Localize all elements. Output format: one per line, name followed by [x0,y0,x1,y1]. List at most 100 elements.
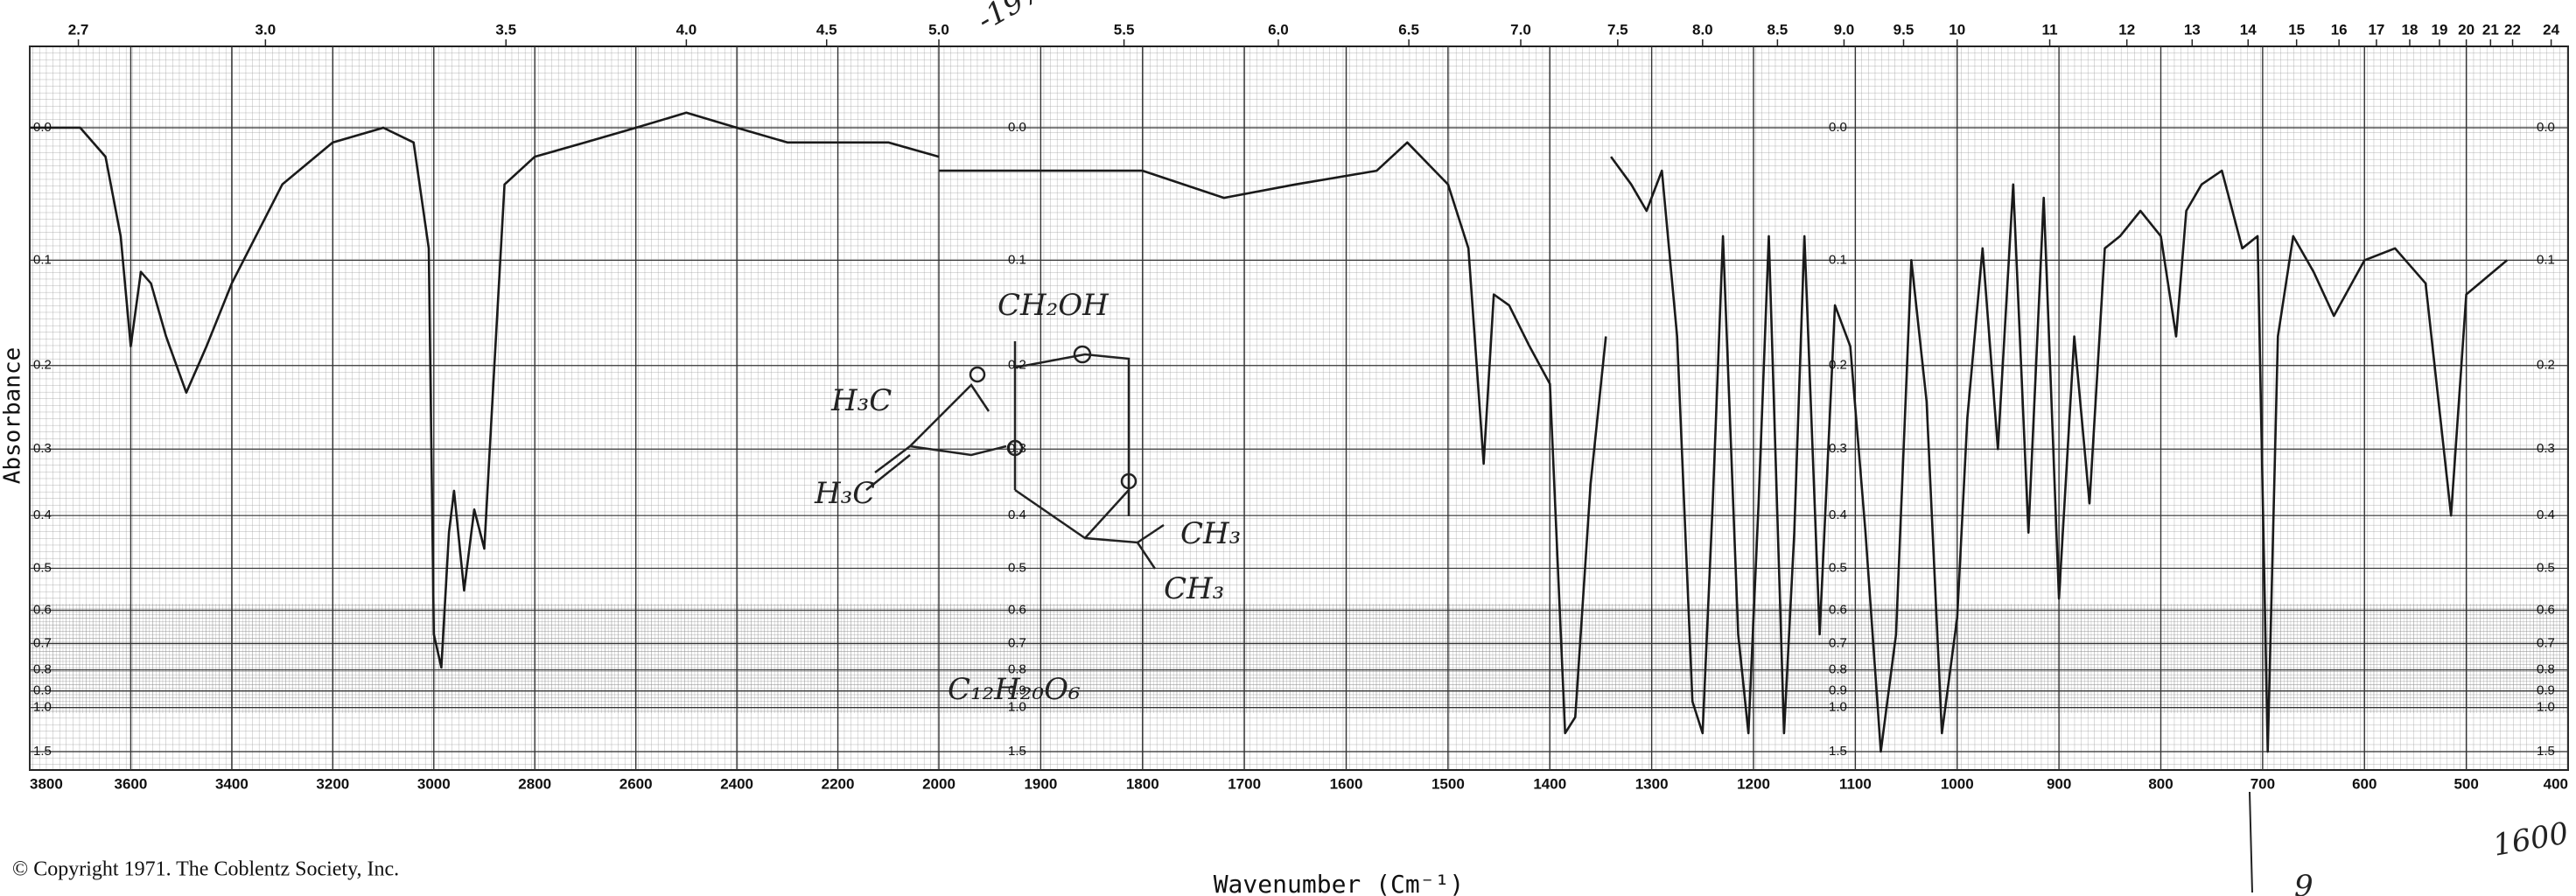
x2-tick-label: 4.5 [816,21,837,38]
x2-tick-label: 24 [2543,21,2559,38]
x-tick-label: 2400 [720,775,753,792]
copyright: © Copyright 1971. The Coblentz Society, … [12,858,399,881]
y-tick-label: 0.0 [2537,120,2555,135]
y-tick-label: 0.1 [2537,252,2555,267]
y-tick-label: 0.0 [1829,120,1847,135]
x-tick-label: 500 [2454,775,2478,792]
x2-tick-label: 8.0 [1692,21,1713,38]
handwritten-note: CH₂OH [998,288,1110,323]
x2-tick-label: 16 [2331,21,2348,38]
marks [30,111,2509,753]
x-tick-label: 2000 [922,775,956,792]
y-tick-label: 0.7 [1008,635,1026,650]
x-tick-label: 3600 [115,775,148,792]
x-tick-label: 900 [2047,775,2071,792]
x-tick-label: 2800 [518,775,551,792]
handwritten-note: 1600 [2490,816,2571,863]
y-tick-label: 0.6 [1829,602,1847,617]
x2-tick-label: 18 [2402,21,2418,38]
y-tick-label: 0.4 [1008,508,1026,522]
x-tick-label: 2600 [620,775,653,792]
x2-tick-label: 6.5 [1398,21,1419,38]
handwritten-note: CH₃ [1180,516,1241,551]
y-tick-label: 0.8 [1008,662,1026,677]
x-tick-label: 1100 [1839,775,1872,792]
x-tick-label: 1800 [1126,775,1159,792]
y-tick-label: 0.4 [1829,508,1847,522]
handwritten-note: CH₃ [1164,571,1224,606]
x2-tick-label: 17 [2368,21,2384,38]
x-tick-label: 1700 [1228,775,1261,792]
x2-tick-label: 19 [2432,21,2448,38]
x-tick-label: 1600 [1330,775,1363,792]
y-tick-label: 1.0 [33,700,52,715]
x-tick-label: 600 [2352,775,2376,792]
y-tick-label: 0.6 [2537,602,2555,617]
x2-tick-label: 13 [2184,21,2201,38]
x-axis-title: Wavenumber (Cm⁻¹) [1214,870,1465,896]
handwritten-note: H₃C [830,383,892,418]
y-tick-label: 0.2 [2537,358,2555,373]
x2-tick-label: 12 [2118,21,2135,38]
x2-tick-label: 5.0 [928,21,949,38]
y-tick-label: 0.2 [33,358,52,373]
x-tick-label: 3800 [30,775,63,792]
y-axis-title: Absorbance [0,347,26,485]
x-tick-label: 700 [2250,775,2275,792]
y-tick-label: 0.8 [1829,662,1847,677]
y-tick-label: 0.7 [33,635,52,650]
handwritten-note: H₃C [814,476,875,511]
y-tick-label: 0.4 [2537,508,2555,522]
y-tick-label: 0.5 [1829,560,1847,575]
y-tick-label: 1.5 [33,744,52,759]
x2-tick-label: 5.5 [1114,21,1135,38]
x2-tick-label: 20 [2458,21,2474,38]
structure-sketch [865,341,2253,893]
y-tick-label: 0.6 [1008,602,1026,617]
x2-tick-label: 9.0 [1834,21,1855,38]
y-tick-label: 0.9 [33,683,52,698]
x-tick-label: 3400 [215,775,248,792]
x2-tick-label: 3.0 [256,21,276,38]
x2-tick-label: 7.0 [1510,21,1531,38]
x-tick-label: 1300 [1635,775,1669,792]
x2-tick-label: 2.7 [68,21,89,38]
y-tick-label: 1.5 [1829,744,1847,759]
x-tick-label: 400 [2544,775,2568,792]
y-tick-label: 0.9 [2537,683,2555,698]
x2-tick-label: 6.0 [1268,21,1289,38]
y-tick-label: 0.1 [1829,252,1847,267]
x-tick-label: 2200 [822,775,855,792]
y-tick-label: 0.5 [2537,560,2555,575]
x2-tick-label: 3.5 [495,21,516,38]
x2-tick-label: 14 [2240,21,2257,38]
handwritten-note: -1970 [971,0,1063,38]
x2-tick-label: 11 [2042,21,2058,38]
y-tick-label: 0.1 [33,252,52,267]
y-tick-label: 1.0 [2537,700,2555,715]
y-tick-label: 0.2 [1829,358,1847,373]
x-tick-label: 3200 [316,775,349,792]
y-tick-label: 0.8 [2537,662,2555,677]
y-tick-label: 0.5 [1008,560,1026,575]
x-tick-label: 1200 [1737,775,1770,792]
x2-tick-label: 10 [1949,21,1965,38]
y-tick-label: 0.3 [1008,441,1026,456]
y-tick-label: 0.3 [2537,441,2555,456]
y-tick-label: 0.9 [1829,683,1847,698]
y-tick-label: 0.4 [33,508,52,522]
y-tick-label: 0.5 [33,560,52,575]
x-tick-label: 800 [2148,775,2173,792]
x-tick-label: 1000 [1941,775,1974,792]
x-tick-label: 1900 [1024,775,1057,792]
y-tick-label: 0.2 [1008,358,1026,373]
x2-tick-label: 7.5 [1607,21,1628,38]
x-tick-label: 1500 [1432,775,1465,792]
y-tick-label: 0.1 [1008,252,1026,267]
y-tick-label: 0.8 [33,662,52,677]
y-tick-label: 0.0 [1008,120,1026,135]
y-tick-label: 1.0 [1008,700,1026,715]
y-tick-label: 1.5 [2537,744,2555,759]
x-tick-label: 3000 [417,775,451,792]
